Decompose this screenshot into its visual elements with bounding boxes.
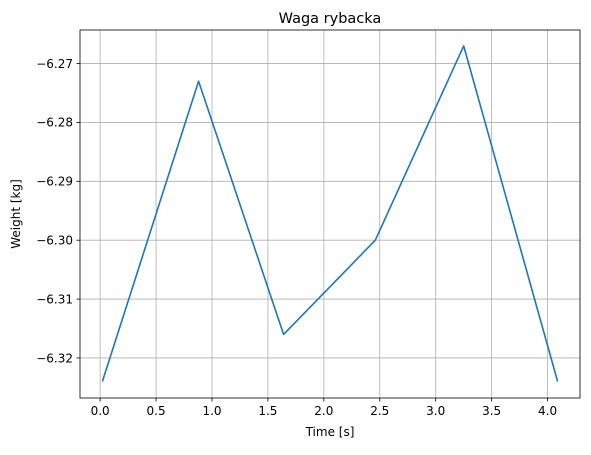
x-tick-label: 2.5	[370, 404, 389, 418]
y-tick-label: −6.29	[36, 175, 73, 189]
y-tick-label: −6.27	[36, 57, 73, 71]
x-tick-label: 0.0	[91, 404, 110, 418]
y-tick-label: −6.31	[36, 292, 73, 306]
series-layer	[101, 45, 559, 382]
grid-lines	[80, 30, 580, 398]
y-axis-label: Weight [kg]	[9, 179, 23, 249]
x-tick-label: 3.0	[426, 404, 445, 418]
chart-title: Waga rybacka	[279, 11, 382, 27]
plot-frame	[79, 29, 581, 399]
series-line	[101, 45, 559, 382]
x-tick-label: 2.0	[314, 404, 333, 418]
x-tick-label: 1.5	[258, 404, 277, 418]
x-tick-label: 4.0	[538, 404, 557, 418]
x-tick-label: 1.0	[202, 404, 221, 418]
y-tick-label: −6.32	[36, 351, 73, 365]
x-tick-label: 3.5	[482, 404, 501, 418]
y-tick-label: −6.28	[36, 116, 73, 130]
x-axis-label: Time [s]	[305, 425, 355, 439]
x-tick-label: 0.5	[147, 404, 166, 418]
tick-layer: 0.0 0.5 1.0 1.5 2.0 2.5 3.0 3.5 4.0 −6.32 −6.31 −6.…	[36, 57, 557, 418]
y-tick-label: −6.30	[36, 234, 73, 248]
